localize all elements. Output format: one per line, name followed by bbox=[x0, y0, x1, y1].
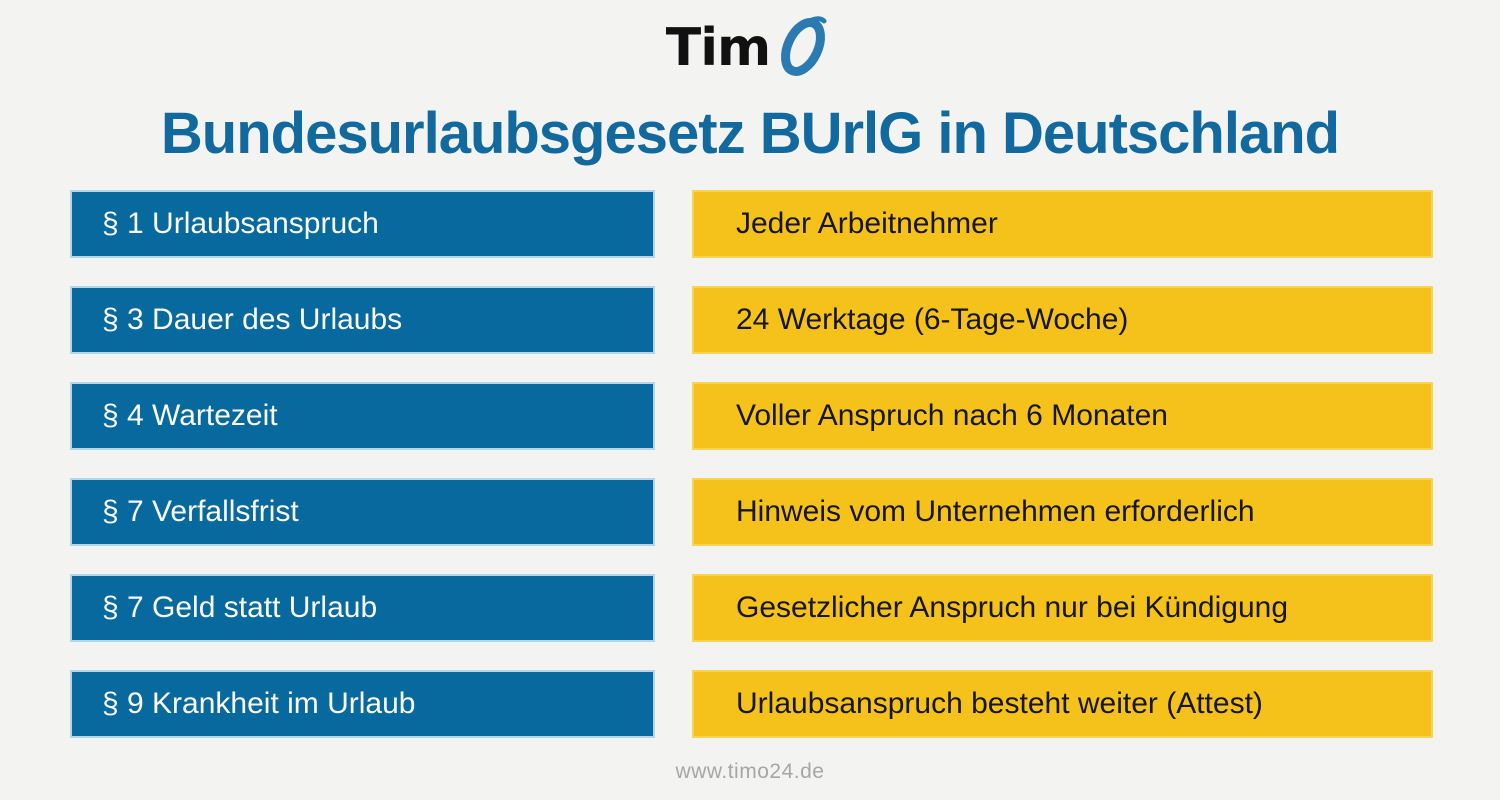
law-box: § 4 Wartezeit bbox=[70, 382, 655, 450]
page-title: Bundesurlaubsgesetz BUrlG in Deutschland bbox=[160, 101, 1340, 166]
law-box: § 9 Krankheit im Urlaub bbox=[70, 670, 655, 738]
desc-box: Gesetzlicher Anspruch nur bei Kündigung bbox=[692, 574, 1433, 642]
law-box: § 7 Geld statt Urlaub bbox=[70, 574, 655, 642]
footer-url: www.timo24.de bbox=[675, 760, 825, 783]
law-table: § 1 Urlaubsanspruch Jeder Arbeitnehmer §… bbox=[70, 190, 1433, 766]
desc-box: 24 Werktage (6-Tage-Woche) bbox=[692, 286, 1433, 354]
table-row: § 7 Verfallsfrist Hinweis vom Unternehme… bbox=[70, 478, 1433, 546]
law-box: § 7 Verfallsfrist bbox=[70, 478, 655, 546]
logo: Tim bbox=[0, 12, 1500, 84]
table-row: § 9 Krankheit im Urlaub Urlaubsanspruch … bbox=[70, 670, 1433, 738]
desc-label: Voller Anspruch nach 6 Monaten bbox=[736, 399, 1168, 432]
law-box: § 1 Urlaubsanspruch bbox=[70, 190, 655, 258]
law-label: § 4 Wartezeit bbox=[102, 399, 278, 432]
desc-box: Jeder Arbeitnehmer bbox=[692, 190, 1433, 258]
desc-label: Hinweis vom Unternehmen erforderlich bbox=[736, 495, 1255, 528]
table-row: § 1 Urlaubsanspruch Jeder Arbeitnehmer bbox=[70, 190, 1433, 258]
logo-o-icon bbox=[781, 16, 827, 76]
law-box: § 3 Dauer des Urlaubs bbox=[70, 286, 655, 354]
law-label: § 9 Krankheit im Urlaub bbox=[102, 687, 416, 720]
desc-label: Urlaubsanspruch besteht weiter (Attest) bbox=[736, 687, 1263, 720]
table-row: § 3 Dauer des Urlaubs 24 Werktage (6-Tag… bbox=[70, 286, 1433, 354]
desc-label: 24 Werktage (6-Tage-Woche) bbox=[736, 303, 1129, 336]
desc-label: Gesetzlicher Anspruch nur bei Kündigung bbox=[736, 591, 1289, 624]
desc-box: Hinweis vom Unternehmen erforderlich bbox=[692, 478, 1433, 546]
table-row: § 4 Wartezeit Voller Anspruch nach 6 Mon… bbox=[70, 382, 1433, 450]
logo-text: Tim bbox=[665, 18, 771, 78]
desc-box: Voller Anspruch nach 6 Monaten bbox=[692, 382, 1433, 450]
desc-label: Jeder Arbeitnehmer bbox=[736, 207, 998, 240]
desc-box: Urlaubsanspruch besteht weiter (Attest) bbox=[692, 670, 1433, 738]
law-label: § 7 Geld statt Urlaub bbox=[102, 591, 378, 624]
table-row: § 7 Geld statt Urlaub Gesetzlicher Anspr… bbox=[70, 574, 1433, 642]
law-label: § 1 Urlaubsanspruch bbox=[102, 207, 379, 240]
law-label: § 3 Dauer des Urlaubs bbox=[102, 303, 403, 336]
law-label: § 7 Verfallsfrist bbox=[102, 495, 299, 528]
